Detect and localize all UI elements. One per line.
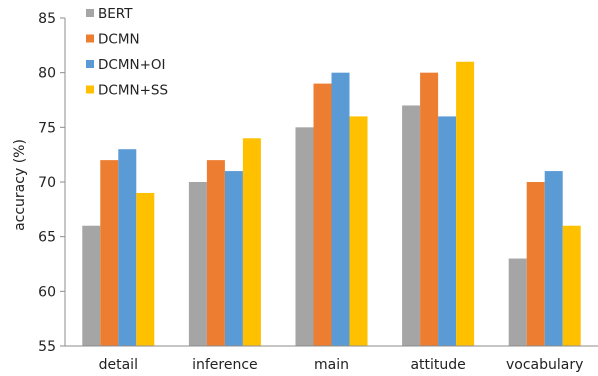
x-axis: detail inference main attitude vocabulary xyxy=(65,345,598,373)
y-tick-label: 55 xyxy=(38,339,56,355)
y-tick-label: 65 xyxy=(38,230,56,246)
bar-dcmn-ss-main xyxy=(349,116,368,347)
bar-dcmn-detail xyxy=(100,160,119,346)
legend-label: BERT xyxy=(98,6,133,22)
y-axis-label: accuracy (%) xyxy=(12,139,28,231)
y-tick-label: 70 xyxy=(38,175,56,191)
bar-bert-attitude xyxy=(402,105,421,346)
x-tick-label: attitude xyxy=(410,357,465,372)
bar-dcmn-oi-vocabulary xyxy=(544,171,563,346)
bar-dcmn-oi-attitude xyxy=(438,116,457,347)
legend-label: DCMN+OI xyxy=(98,57,166,73)
x-tick-label: detail xyxy=(99,357,138,372)
y-axis: 55 60 65 70 75 80 85 xyxy=(38,11,66,355)
bar-dcmn-inference xyxy=(206,160,225,346)
bar-dcmn-main xyxy=(313,83,332,346)
legend: BERT DCMN DCMN+OI DCMN+SS xyxy=(86,6,168,99)
bar-bert-vocabulary xyxy=(508,258,527,346)
bar-bert-inference xyxy=(188,182,207,346)
x-tick-label: main xyxy=(314,357,349,372)
bar-dcmn-oi-main xyxy=(331,72,350,347)
bar-bert-main xyxy=(295,127,314,346)
bar-dcmn-ss-detail xyxy=(136,192,155,346)
bars xyxy=(82,61,581,347)
legend-label: DCMN+SS xyxy=(98,83,168,99)
x-tick-label: vocabulary xyxy=(506,357,583,372)
y-tick-label: 60 xyxy=(38,284,56,300)
legend-swatch xyxy=(86,34,94,43)
y-tick-label: 75 xyxy=(38,120,56,136)
bar-bert-detail xyxy=(82,225,101,346)
bar-dcmn-ss-inference xyxy=(242,138,261,346)
bar-dcmn-attitude xyxy=(420,72,439,347)
legend-swatch xyxy=(86,85,94,94)
legend-swatch xyxy=(86,9,94,17)
y-tick-label: 80 xyxy=(38,66,56,82)
bar-dcmn-ss-attitude xyxy=(456,61,475,346)
x-tick-label: inference xyxy=(192,357,258,372)
legend-swatch xyxy=(86,60,94,68)
bar-dcmn-oi-inference xyxy=(224,171,243,346)
bar-dcmn-vocabulary xyxy=(526,182,545,346)
y-tick-label: 85 xyxy=(38,11,56,27)
legend-label: DCMN xyxy=(98,32,140,48)
bar-dcmn-oi-detail xyxy=(118,149,137,346)
bar-dcmn-ss-vocabulary xyxy=(562,225,581,346)
